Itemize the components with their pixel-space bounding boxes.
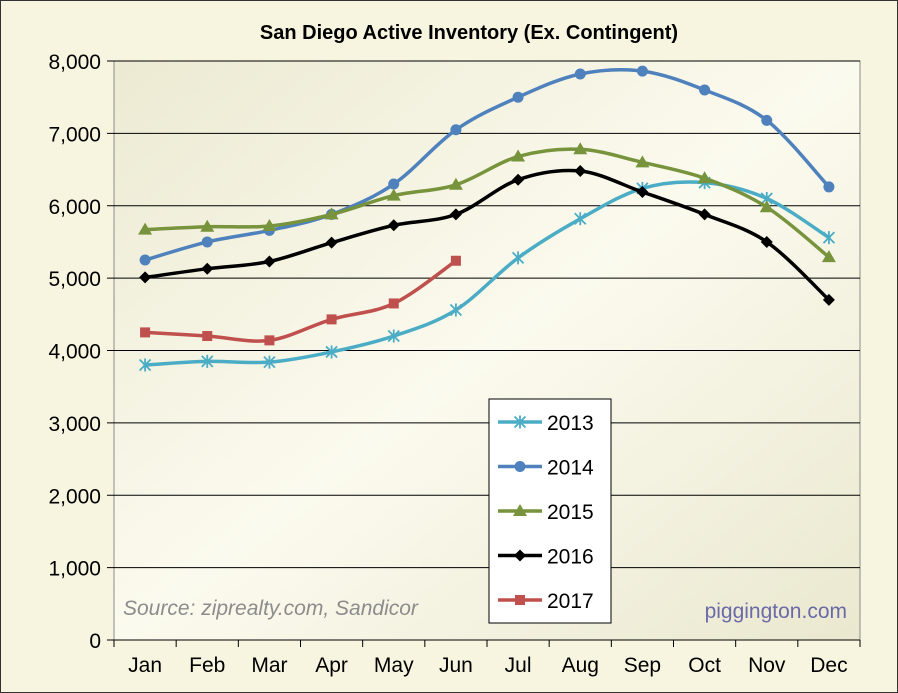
data-point xyxy=(450,124,462,136)
data-point xyxy=(512,91,524,103)
legend-label: 2014 xyxy=(547,457,594,480)
legend-item-2013: 2013 xyxy=(498,412,594,435)
x-tick-label: Jun xyxy=(439,654,473,677)
data-point xyxy=(636,65,648,77)
data-point xyxy=(202,331,213,342)
data-point xyxy=(263,255,276,268)
gridlines xyxy=(114,60,860,569)
x-tick-label: Jul xyxy=(505,654,532,677)
series-group xyxy=(138,65,836,372)
data-point xyxy=(573,142,588,155)
data-point xyxy=(140,327,151,338)
data-point xyxy=(262,219,277,232)
legend-label: 2017 xyxy=(547,590,594,613)
series-2017 xyxy=(140,255,461,346)
x-tick-label: Aug xyxy=(562,654,599,677)
data-point xyxy=(325,345,338,359)
x-tick-label: May xyxy=(374,654,414,677)
legend-item-2016: 2016 xyxy=(498,546,594,569)
data-point xyxy=(448,177,463,190)
legend-label: 2013 xyxy=(547,412,594,435)
watermark-annotation: piggington.com xyxy=(705,600,847,623)
x-tick-label: Mar xyxy=(251,654,287,677)
data-point xyxy=(449,208,462,221)
data-point xyxy=(387,329,400,343)
data-point xyxy=(515,595,525,605)
data-point xyxy=(139,254,151,266)
x-tick-label: Feb xyxy=(189,654,225,677)
legend-item-2015: 2015 xyxy=(498,501,594,524)
source-annotation: Source: ziprealty.com, Sandicor xyxy=(123,597,419,620)
x-tick-label: Oct xyxy=(688,654,721,677)
data-point xyxy=(450,255,461,266)
data-point xyxy=(387,219,400,232)
data-point xyxy=(635,155,650,168)
data-point xyxy=(326,314,337,325)
data-point xyxy=(698,208,711,221)
data-point xyxy=(514,461,526,472)
data-point xyxy=(513,415,527,429)
data-point xyxy=(263,355,276,369)
data-point xyxy=(201,354,214,368)
data-point xyxy=(574,165,587,178)
x-tick-label: Sep xyxy=(624,654,661,677)
data-point xyxy=(823,181,835,193)
series-2016 xyxy=(139,165,835,306)
data-point xyxy=(325,236,338,249)
y-tick-label: 0 xyxy=(89,630,101,653)
data-point xyxy=(760,235,773,248)
y-tick-label: 1,000 xyxy=(48,558,101,581)
data-point xyxy=(139,271,152,284)
data-point xyxy=(513,504,527,516)
x-tick-label: Dec xyxy=(810,654,847,677)
data-point xyxy=(264,335,275,346)
y-tick-label: 5,000 xyxy=(48,268,101,291)
data-point xyxy=(138,358,152,372)
data-point xyxy=(697,171,712,184)
data-point xyxy=(822,231,836,245)
legend-item-2014: 2014 xyxy=(498,457,594,480)
y-tick-label: 7,000 xyxy=(48,123,101,146)
data-point xyxy=(574,68,586,80)
data-point xyxy=(449,303,463,317)
data-point xyxy=(388,298,399,309)
data-point xyxy=(386,188,401,201)
chart-title: San Diego Active Inventory (Ex. Continge… xyxy=(260,22,678,44)
y-tick-label: 2,000 xyxy=(48,485,101,508)
data-point xyxy=(761,114,773,126)
data-point xyxy=(388,178,400,190)
data-point xyxy=(636,185,649,198)
y-tick-label: 4,000 xyxy=(48,341,101,364)
y-tick-label: 6,000 xyxy=(48,196,101,219)
data-point xyxy=(699,84,711,96)
data-point xyxy=(324,207,339,220)
data-point xyxy=(574,212,587,226)
data-point xyxy=(200,219,215,232)
y-tick-label: 8,000 xyxy=(48,51,101,74)
data-point xyxy=(201,262,214,275)
data-point xyxy=(511,149,526,162)
series-2015 xyxy=(138,142,836,263)
data-point xyxy=(821,250,836,263)
legend-label: 2016 xyxy=(547,546,594,569)
x-tick-label: Jan xyxy=(128,654,162,677)
data-point xyxy=(201,236,213,248)
legend: 2013 2014 2015 2016 2017 xyxy=(488,398,612,624)
data-point xyxy=(822,293,835,306)
x-tick-label: Apr xyxy=(315,654,348,677)
legend-item-2017: 2017 xyxy=(498,590,594,613)
x-tick-label: Nov xyxy=(748,654,786,677)
series-2013 xyxy=(138,176,836,372)
data-point xyxy=(759,200,774,213)
y-axis: 0 1,000 2,000 3,000 4,000 5,000 6,000 7,000 8,00… xyxy=(48,51,114,653)
legend-label: 2015 xyxy=(547,501,594,524)
data-point xyxy=(511,251,525,265)
x-axis: Jan Feb Mar Apr May Jun Jul Aug Sep Oct Nov Dec xyxy=(113,639,861,677)
data-point xyxy=(512,173,525,186)
data-point xyxy=(514,549,526,562)
data-point xyxy=(138,222,153,235)
y-tick-label: 3,000 xyxy=(48,413,101,436)
